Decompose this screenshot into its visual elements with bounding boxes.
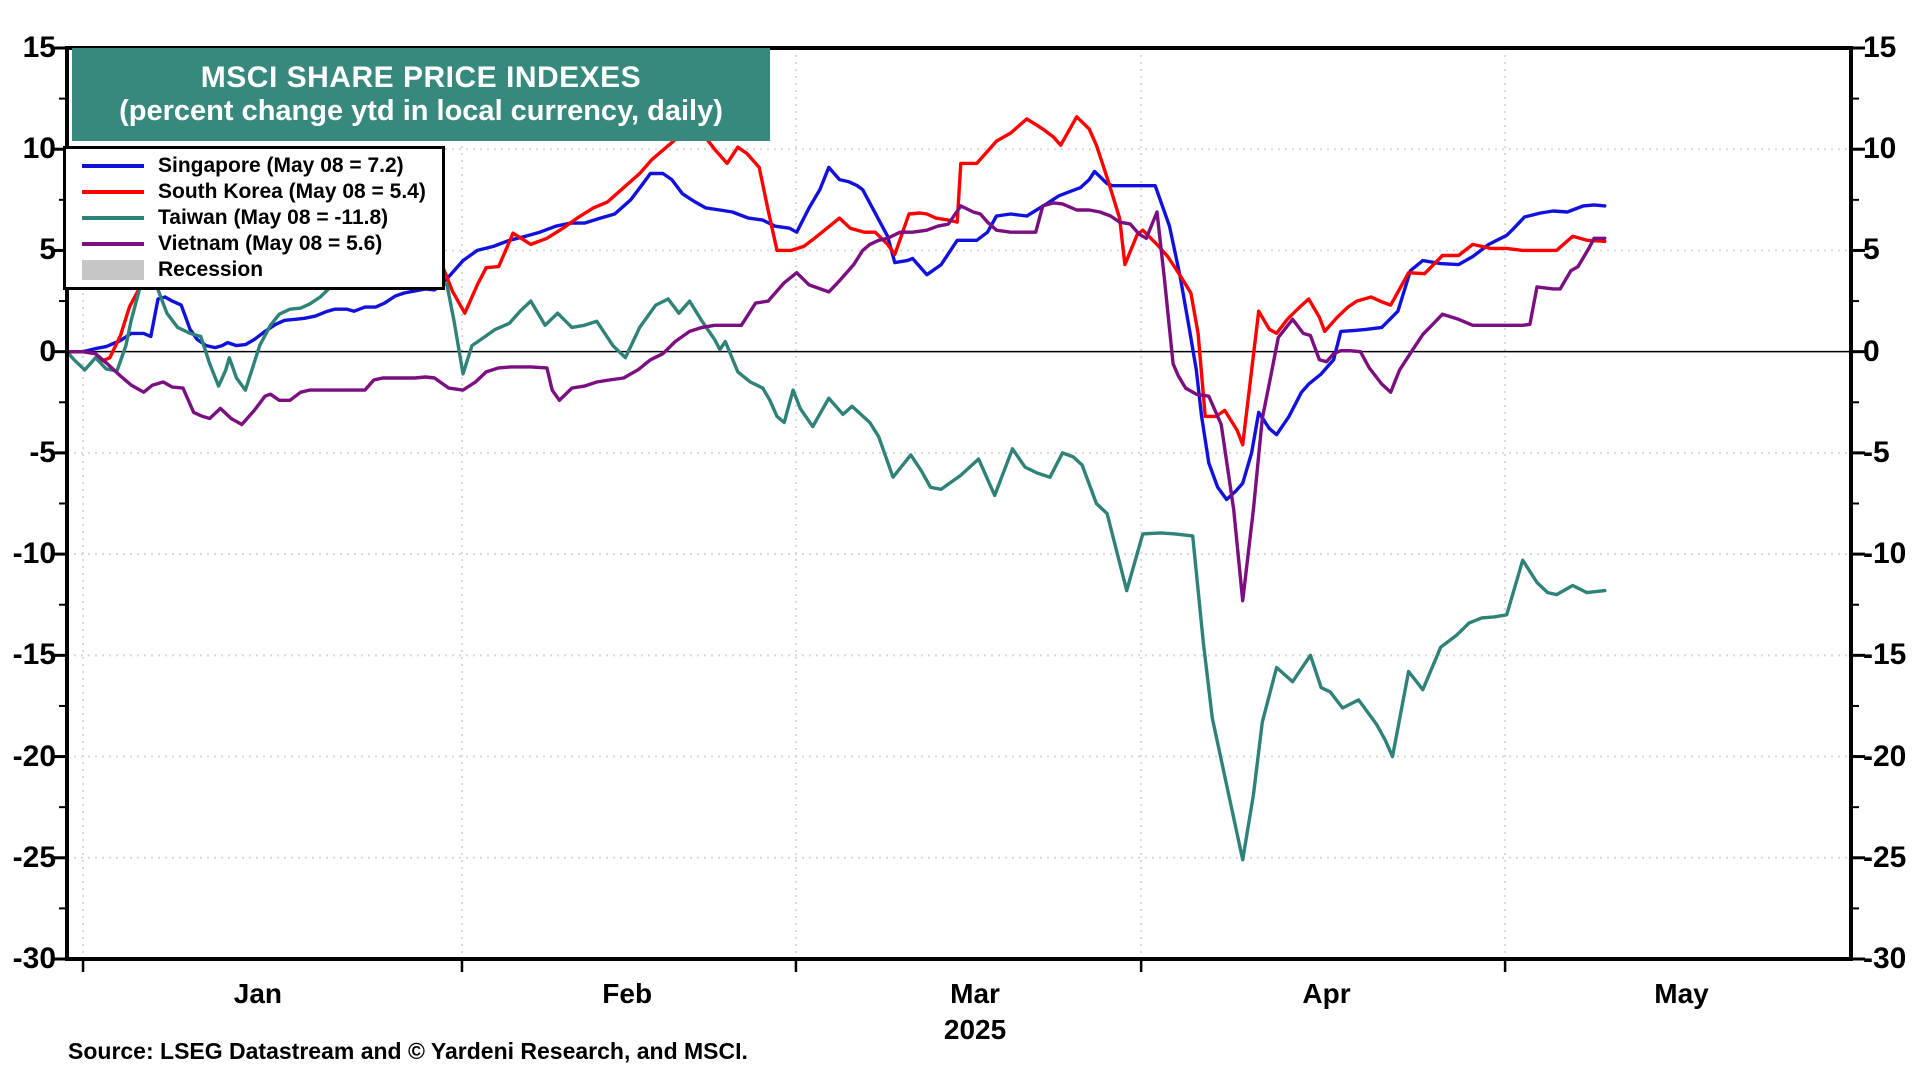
y-label-right-0: 0 (1863, 334, 1880, 368)
legend-item-singapore-swatch (82, 164, 144, 168)
legend-item-singapore: Singapore (May 08 = 7.2) (82, 154, 436, 178)
y-label-left--5: -5 (29, 435, 56, 469)
y-label-right--25: -25 (1863, 840, 1907, 874)
y-label-right-10: 10 (1863, 132, 1897, 166)
year-label: 2025 (943, 1014, 1007, 1045)
month-label-jan: Jan (233, 978, 282, 1009)
y-label-right--20: -20 (1863, 739, 1907, 773)
y-label-left-0: 0 (39, 334, 56, 368)
plot-border (65, 46, 1853, 961)
chart-title: MSCI SHARE PRICE INDEXES (200, 60, 642, 94)
y-label-left-10: 10 (22, 132, 56, 166)
month-label-feb: Feb (602, 978, 653, 1009)
y-label-right--30: -30 (1863, 942, 1907, 975)
legend-box: Singapore (May 08 = 7.2) South Korea (May… (63, 146, 445, 290)
y-label-left-15: 15 (22, 31, 56, 64)
legend-item-singapore-label: Singapore (May 08 = 7.2) (158, 154, 404, 177)
y-label-left-5: 5 (39, 233, 56, 267)
title-banner: MSCI SHARE PRICE INDEXES (percent change… (72, 48, 770, 141)
series-line-vietnam (65, 201, 1607, 603)
month-label-may: May (1654, 978, 1709, 1009)
y-label-left--30: -30 (12, 942, 56, 975)
month-label-mar: Mar (950, 978, 1000, 1009)
month-label-apr: Apr (1302, 978, 1351, 1009)
y-label-right--10: -10 (1863, 537, 1907, 571)
y-label-left--25: -25 (12, 840, 56, 874)
chart-subtitle: (percent change ytd in local currency, d… (119, 95, 723, 128)
y-label-right-5: 5 (1863, 233, 1880, 267)
y-label-right-15: 15 (1863, 31, 1897, 64)
legend-item-taiwan-swatch (82, 216, 144, 220)
legend-item-vietnam: Vietnam (May 08 = 5.6) (82, 232, 436, 256)
source-note: Source: LSEG Datastream and © Yardeni Re… (68, 1038, 748, 1064)
y-label-right--15: -15 (1863, 638, 1907, 672)
legend-item-south-korea-swatch (82, 190, 144, 194)
legend-item-vietnam-swatch (82, 242, 144, 246)
legend-item-south-korea: South Korea (May 08 = 5.4) (82, 180, 436, 204)
legend-item-south-korea-label: South Korea (May 08 = 5.4) (158, 180, 426, 203)
series-line-taiwan (65, 258, 1607, 862)
series-line-singapore (65, 165, 1607, 502)
y-label-left--10: -10 (12, 537, 56, 571)
legend-item-recession-label: Recession (158, 258, 264, 281)
y-label-left--20: -20 (12, 739, 56, 773)
legend-item-vietnam-label: Vietnam (May 08 = 5.6) (158, 232, 383, 255)
legend-item-recession: Recession (82, 258, 436, 282)
y-label-right--5: -5 (1863, 435, 1890, 469)
legend-item-recession-swatch (82, 260, 144, 280)
legend-item-taiwan-label: Taiwan (May 08 = -11.8) (158, 206, 389, 229)
y-label-left--15: -15 (12, 638, 56, 672)
legend-item-taiwan: Taiwan (May 08 = -11.8) (82, 206, 436, 230)
